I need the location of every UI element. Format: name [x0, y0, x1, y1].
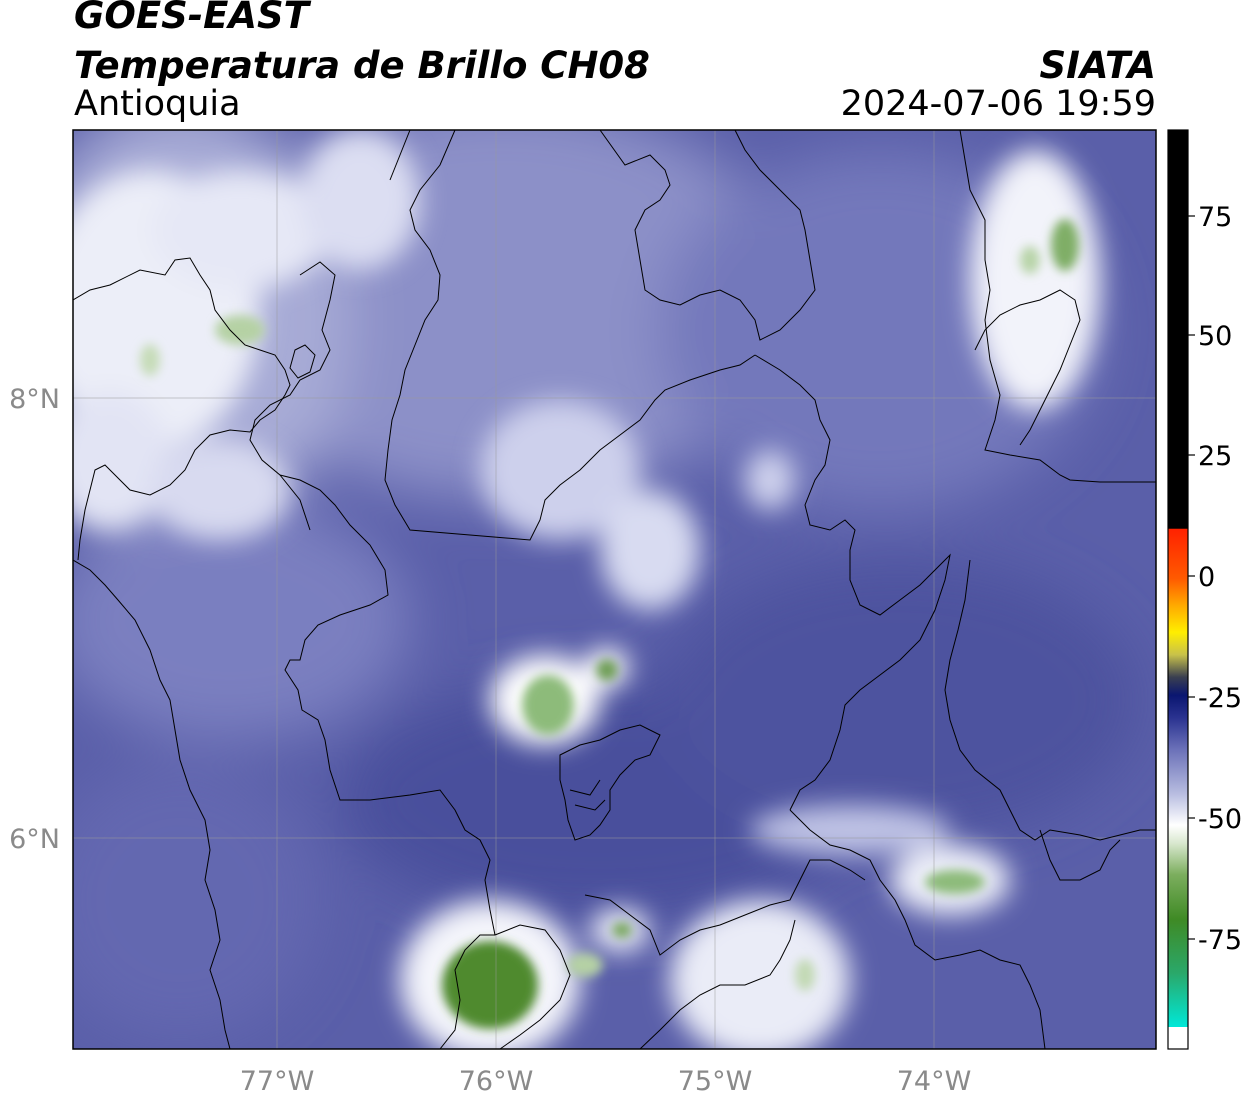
- boundary-cordoba: [384, 130, 756, 541]
- boundary-cesar: [959, 130, 1156, 483]
- lon-label-76: 76°W: [459, 1066, 534, 1097]
- boundary-santander: [754, 354, 951, 811]
- boundary-medellin: [559, 724, 661, 841]
- colorbar-frame: [1167, 129, 1189, 1050]
- colorbar: 75 50 25 0 -25 -50 -75: [1167, 129, 1242, 1050]
- lon-label-77: 77°W: [240, 1066, 315, 1097]
- boundary-east: [944, 559, 1156, 841]
- administrative-boundaries: [73, 130, 1156, 1049]
- colorbar-label-50: 50: [1198, 321, 1232, 352]
- colorbar-label--75: -75: [1198, 925, 1242, 956]
- coast-sanbernardo: [389, 130, 411, 181]
- colorbar-label-75: 75: [1198, 202, 1232, 233]
- coast-darien: [73, 257, 291, 561]
- lat-label-8: 8°N: [9, 384, 60, 415]
- lon-label-75: 75°W: [678, 1066, 753, 1097]
- graticule: [73, 130, 1156, 1049]
- colorbar-label-25: 25: [1198, 441, 1232, 472]
- boundary-caldas: [494, 924, 571, 1049]
- boundary-santander-east: [1039, 829, 1121, 881]
- boundary-choco-risaralda: [439, 934, 495, 1049]
- plot-frame: [72, 129, 1157, 1050]
- product-title: Temperatura de Brillo CH08: [74, 44, 650, 87]
- lon-label-74: 74°W: [897, 1066, 972, 1097]
- colorbar-label--50: -50: [1198, 804, 1242, 835]
- boundary-medellin-inner: [569, 779, 606, 811]
- boundary-caldas-east: [584, 859, 866, 956]
- boundary-boyaca: [789, 809, 1046, 1049]
- colorbar-label--25: -25: [1198, 683, 1242, 714]
- region-label: Antioquia: [74, 84, 241, 124]
- colorbar-label-0: 0: [1198, 562, 1215, 593]
- timestamp-label: 2024-07-06 19:59: [840, 84, 1156, 124]
- boundary-tolima: [639, 919, 796, 1049]
- organization-label: SIATA: [1039, 44, 1156, 87]
- coast-pacific: [73, 559, 231, 1049]
- brightness-temperature-field: [73, 130, 1156, 1049]
- colorbar-gradient: [1168, 130, 1188, 1027]
- lat-label-6: 6°N: [9, 824, 60, 855]
- satellite-title: GOES-EAST: [74, 0, 309, 37]
- boundary-venezuela: [974, 289, 1081, 446]
- boundary-bolivar: [599, 130, 816, 341]
- coastline-uraba: [249, 261, 496, 936]
- coast-gulf: [289, 344, 316, 379]
- boundary-narrow: [279, 474, 311, 531]
